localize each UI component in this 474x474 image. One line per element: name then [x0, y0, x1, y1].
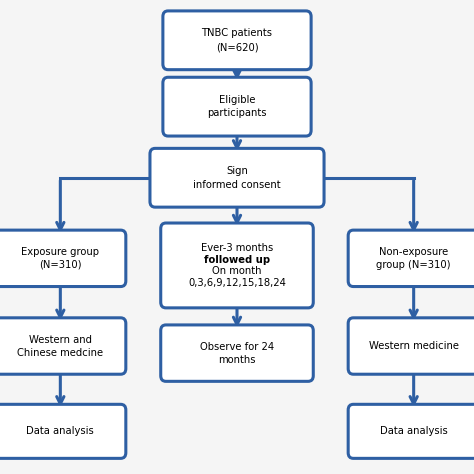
FancyBboxPatch shape: [150, 148, 324, 207]
Text: On month: On month: [212, 266, 262, 276]
FancyBboxPatch shape: [348, 230, 474, 286]
FancyBboxPatch shape: [0, 404, 126, 458]
FancyBboxPatch shape: [348, 318, 474, 374]
FancyBboxPatch shape: [348, 404, 474, 458]
Text: TNBC patients: TNBC patients: [201, 28, 273, 38]
Text: followed up: followed up: [204, 255, 270, 264]
FancyBboxPatch shape: [0, 230, 126, 286]
Text: informed consent: informed consent: [193, 180, 281, 190]
Text: Data analysis: Data analysis: [27, 426, 94, 437]
Text: Western and: Western and: [29, 335, 92, 345]
Text: participants: participants: [207, 109, 267, 118]
Text: (N=310): (N=310): [39, 260, 82, 270]
Text: Sign: Sign: [226, 166, 248, 176]
Text: Western me⁠dicine: Western me⁠dicine: [369, 341, 459, 351]
Text: Chinese medcine: Chinese medcine: [17, 347, 103, 357]
FancyBboxPatch shape: [0, 318, 126, 374]
Text: Non-exposure: Non-exposure: [379, 247, 448, 257]
Text: months: months: [218, 355, 256, 365]
FancyBboxPatch shape: [161, 325, 313, 381]
Text: Ever-3 months: Ever-3 months: [201, 243, 273, 253]
Text: Observe for 24: Observe for 24: [200, 342, 274, 352]
Text: group (N=310): group (N=310): [376, 260, 451, 270]
Text: 0,3,6,9,12,15,18,24: 0,3,6,9,12,15,18,24: [188, 278, 286, 288]
FancyBboxPatch shape: [163, 77, 311, 136]
Text: (N=620): (N=620): [216, 42, 258, 52]
Text: Exposure group: Exposure group: [21, 247, 100, 257]
Text: Data analysis: Data analysis: [380, 426, 447, 437]
FancyBboxPatch shape: [163, 11, 311, 70]
Text: Eligible: Eligible: [219, 95, 255, 105]
FancyBboxPatch shape: [161, 223, 313, 308]
